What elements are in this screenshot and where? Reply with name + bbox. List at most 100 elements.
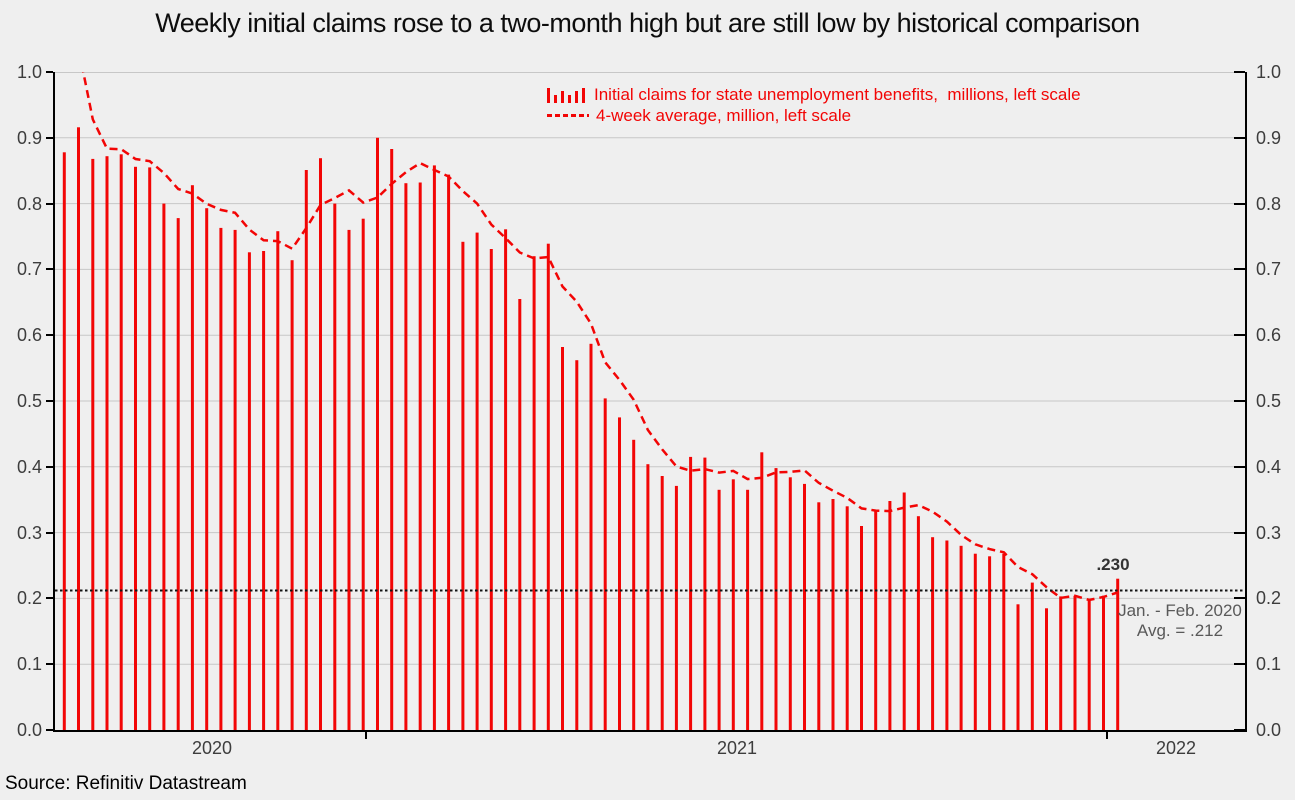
y-tick-right — [1234, 532, 1245, 534]
claims-bar — [518, 299, 522, 730]
claims-bar — [860, 526, 863, 730]
y-tick-left — [46, 400, 53, 402]
y-tick-right — [1234, 400, 1245, 402]
claims-bar — [91, 158, 95, 730]
plot-area — [55, 72, 1245, 730]
y-tick-left — [46, 334, 53, 336]
claims-bar — [546, 243, 550, 730]
y-tick-right — [1234, 334, 1245, 336]
y-axis-label-right: 0.3 — [1256, 523, 1282, 543]
y-axis-label-right: 0.8 — [1256, 194, 1282, 214]
last-value-label: .230 — [1096, 555, 1130, 574]
claims-bar — [262, 251, 266, 730]
y-axis-label-left: 0.9 — [16, 128, 42, 148]
y-tick-left — [46, 597, 53, 599]
y-axis-right — [1245, 72, 1247, 732]
source-credit: Source: Refinitiv Datastream — [5, 773, 247, 794]
claims-bar — [77, 127, 80, 730]
y-axis-label-left: 0.2 — [16, 588, 42, 608]
claims-bar — [475, 232, 479, 730]
y-axis-label-left: 0.5 — [16, 391, 42, 411]
y-axis-label-right: 0.7 — [1256, 259, 1282, 279]
claims-bar — [689, 456, 693, 730]
y-tick-right — [1234, 268, 1245, 270]
y-tick-left — [46, 137, 53, 139]
claims-bar — [618, 417, 621, 730]
y-tick-right — [1234, 729, 1245, 731]
claims-bar — [603, 398, 607, 730]
claims-bar — [105, 156, 109, 730]
claims-bar — [276, 231, 280, 730]
x-tick-year-boundary — [365, 730, 367, 739]
claims-bar — [788, 477, 792, 730]
y-axis-label-right: 0.1 — [1256, 654, 1282, 674]
y-axis-label-left: 0.7 — [16, 259, 42, 279]
claims-bar — [1102, 595, 1105, 730]
claims-bar — [561, 347, 564, 730]
claims-bar — [162, 203, 166, 730]
claims-bar — [803, 483, 806, 730]
claims-bar — [1059, 596, 1063, 730]
claims-bar — [333, 203, 337, 730]
claims-bar — [1030, 582, 1034, 730]
y-axis-label-right: 0.9 — [1256, 128, 1282, 148]
claims-bar — [988, 556, 992, 730]
y-tick-left — [46, 532, 53, 534]
claims-bar — [774, 468, 778, 730]
claims-bar — [817, 502, 821, 730]
x-axis-label-2021: 2021 — [716, 738, 758, 758]
legend-item-initial-claims: Initial claims for state unemployment be… — [547, 84, 1081, 105]
legend-label-initial-claims: Initial claims for state unemployment be… — [594, 85, 1081, 104]
y-axis-label-right: 0.5 — [1256, 391, 1282, 411]
claims-bar — [62, 152, 66, 730]
claims-bar — [1087, 599, 1091, 730]
claims-bar — [532, 256, 536, 730]
claims-bar — [1016, 604, 1020, 730]
reference-note-line2: Avg. = .212 — [1136, 621, 1224, 640]
y-tick-right — [1234, 597, 1245, 599]
claims-bar — [418, 182, 422, 730]
y-axis-label-right: 1.0 — [1256, 62, 1282, 82]
y-tick-left — [46, 71, 53, 73]
y-axis-label-right: 0.2 — [1256, 588, 1282, 608]
claims-bar — [148, 167, 152, 730]
y-axis-label-left: 0.1 — [16, 654, 42, 674]
claims-bar — [361, 218, 365, 730]
y-tick-right — [1234, 203, 1245, 205]
y-axis-label-right: 0.6 — [1256, 325, 1282, 345]
legend-label-4-week-average: 4-week average, million, left scale — [596, 106, 852, 125]
x-tick-year-boundary — [1106, 730, 1108, 739]
claims-bar — [347, 229, 351, 730]
y-axis-label-left: 0.8 — [16, 194, 42, 214]
claims-bar — [746, 489, 750, 730]
y-tick-left — [46, 663, 53, 665]
claims-bar — [660, 476, 664, 730]
claims-bar — [717, 489, 721, 730]
claims-bar — [376, 137, 379, 730]
y-axis-label-right: 0.4 — [1256, 457, 1282, 477]
legend-item-4-week-average: 4-week average, million, left scale — [547, 105, 1081, 126]
claims-bar — [703, 457, 707, 730]
reference-note-line1: Jan. - Feb. 2020 — [1118, 601, 1242, 620]
y-axis-label-left: 0.6 — [16, 325, 42, 345]
y-axis-label-left: 1.0 — [16, 62, 42, 82]
claims-bar — [190, 185, 194, 730]
x-axis-label-2022: 2022 — [1155, 738, 1197, 758]
legend: Initial claims for state unemployment be… — [547, 84, 1081, 126]
claims-bar — [874, 510, 878, 730]
y-tick-right — [1234, 137, 1245, 139]
claims-bar — [646, 464, 650, 730]
y-tick-left — [46, 466, 53, 468]
chart-canvas — [55, 72, 1245, 730]
y-axis-label-left: 0.4 — [16, 457, 42, 477]
claims-bar — [319, 158, 322, 730]
claims-bar — [390, 149, 394, 730]
claims-bar — [247, 252, 251, 730]
claims-bar — [845, 506, 849, 730]
claims-bar — [1002, 553, 1006, 730]
chart-title: Weekly initial claims rose to a two-mont… — [155, 8, 1140, 38]
claims-bar — [945, 540, 949, 730]
claims-bar — [902, 492, 906, 730]
claims-bar — [119, 154, 123, 730]
claims-bar — [404, 183, 408, 730]
